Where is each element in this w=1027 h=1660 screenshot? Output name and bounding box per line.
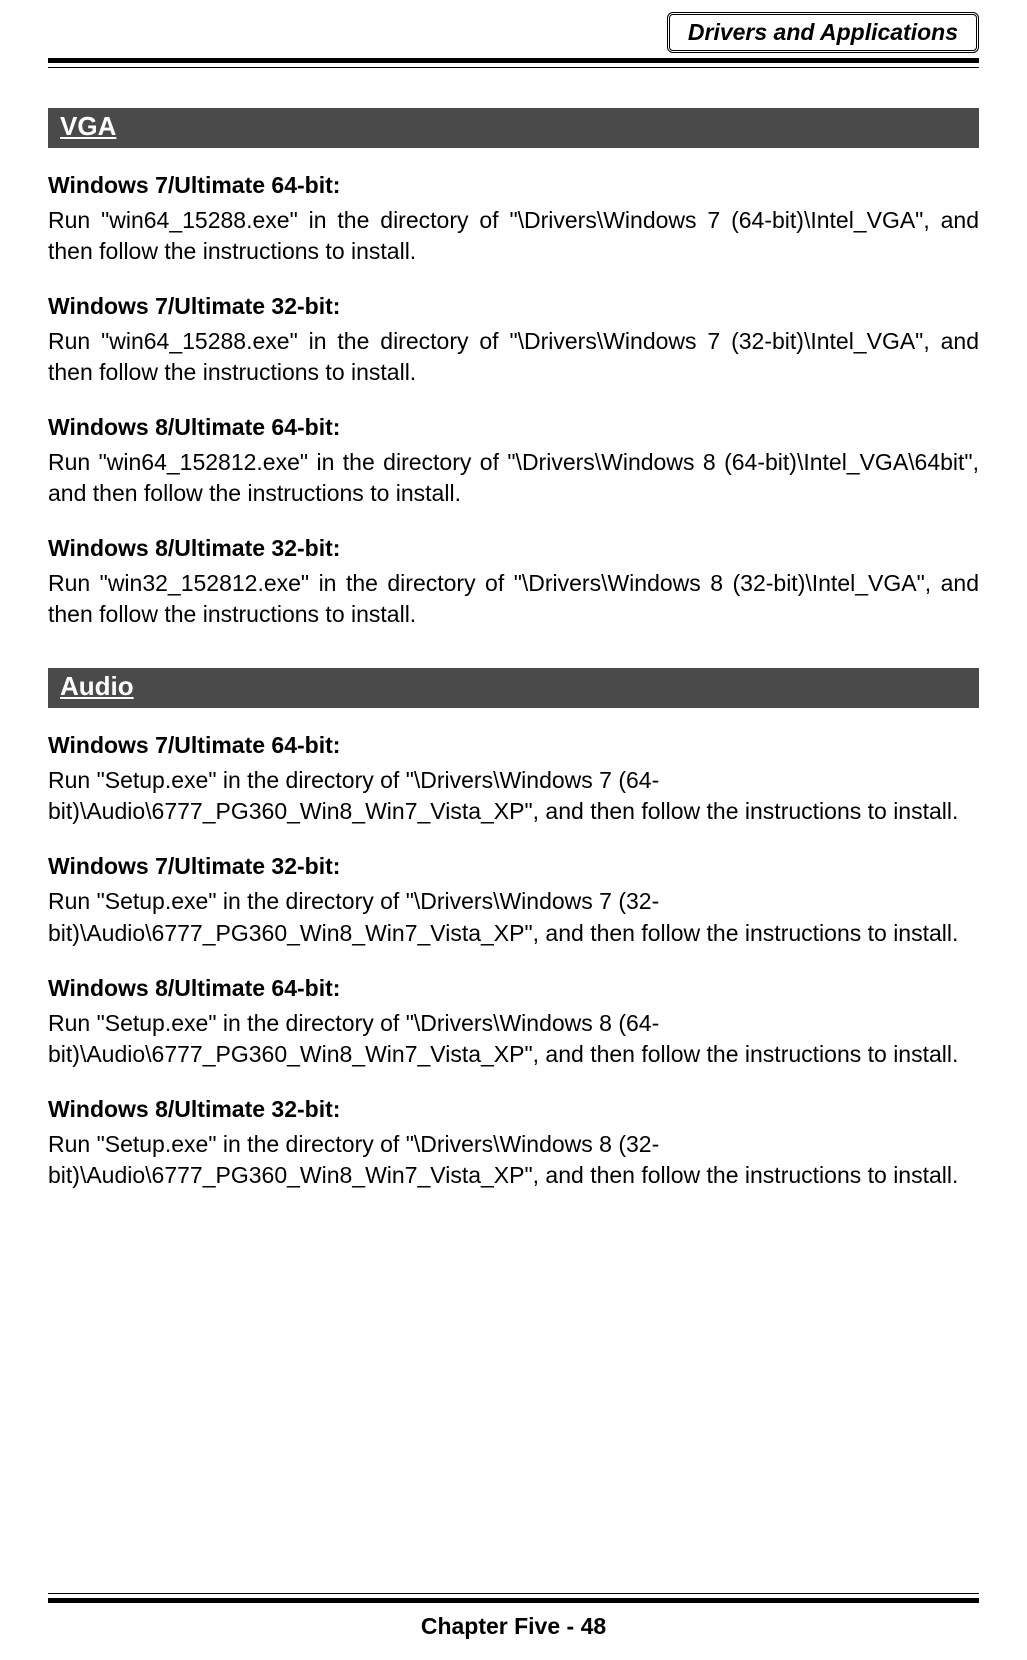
header-title: Drivers and Applications [688,19,958,45]
entry: Windows 7/Ultimate 64-bit: Run "win64_152… [48,172,979,267]
entry: Windows 8/Ultimate 64-bit: Run "Setup.exe… [48,975,979,1070]
entry-title: Windows 7/Ultimate 64-bit: [48,172,979,199]
entry-body: Run "win64_15288.exe" in the directory o… [48,205,979,267]
entry-body: Run "win64_15288.exe" in the directory o… [48,326,979,388]
page-container: Drivers and Applications VGA Windows 7/Ul… [0,0,1027,1229]
content-area: VGA Windows 7/Ultimate 64-bit: Run "win64_… [48,108,979,1229]
section-gap [48,1217,979,1229]
footer: Chapter Five - 48 [0,1593,1027,1640]
entry-title: Windows 7/Ultimate 32-bit: [48,293,979,320]
header-title-box: Drivers and Applications [667,12,979,53]
entry: Windows 7/Ultimate 32-bit: Run "Setup.exe… [48,853,979,948]
footer-text: Chapter Five - 48 [0,1613,1027,1640]
entry-body: Run "win32_152812.exe" in the directory … [48,568,979,630]
top-rule [48,58,979,68]
entry-title: Windows 7/Ultimate 32-bit: [48,853,979,880]
entry-body: Run "Setup.exe" in the directory of "\Dr… [48,1129,979,1191]
section-gap [48,656,979,668]
section-heading: Audio [48,668,979,708]
bottom-rule [48,1593,979,1603]
entry: Windows 8/Ultimate 32-bit: Run "win32_152… [48,535,979,630]
entry-body: Run "Setup.exe" in the directory of "\Dr… [48,886,979,948]
entry: Windows 8/Ultimate 64-bit: Run "win64_152… [48,414,979,509]
entry-title: Windows 8/Ultimate 32-bit: [48,1096,979,1123]
entry-body: Run "Setup.exe" in the directory of "\Dr… [48,1008,979,1070]
entry-title: Windows 8/Ultimate 64-bit: [48,975,979,1002]
entry-title: Windows 7/Ultimate 64-bit: [48,732,979,759]
entry-body: Run "Setup.exe" in the directory of "\Dr… [48,765,979,827]
entry: Windows 8/Ultimate 32-bit: Run "Setup.exe… [48,1096,979,1191]
section-heading: VGA [48,108,979,148]
entry-title: Windows 8/Ultimate 32-bit: [48,535,979,562]
entry: Windows 7/Ultimate 32-bit: Run "win64_152… [48,293,979,388]
entry-body: Run "win64_152812.exe" in the directory … [48,447,979,509]
entry-title: Windows 8/Ultimate 64-bit: [48,414,979,441]
entry: Windows 7/Ultimate 64-bit: Run "Setup.exe… [48,732,979,827]
